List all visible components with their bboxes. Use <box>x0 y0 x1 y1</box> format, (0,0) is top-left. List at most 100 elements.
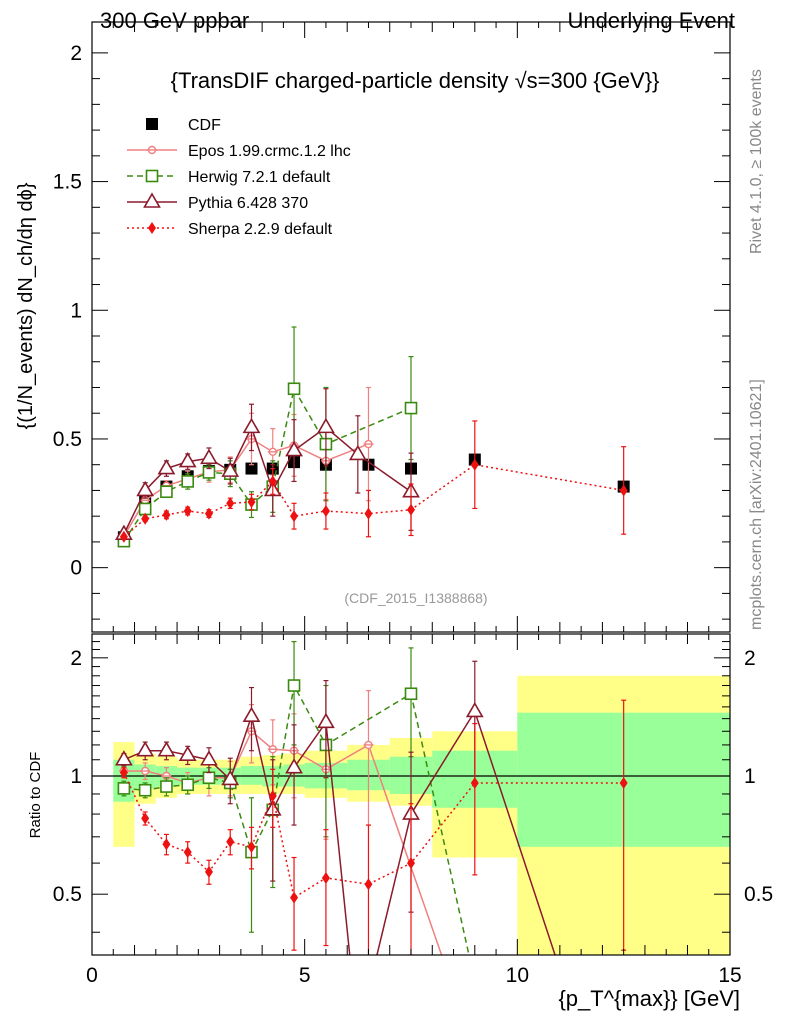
legend-marker <box>143 192 161 208</box>
y-tick-label: 1 <box>70 299 82 322</box>
legend-marker-cdf <box>146 118 158 130</box>
series-4-ratio-point <box>141 812 150 825</box>
mcplots-label: mcplots.cern.ch [arXiv:2401.10621] <box>748 379 765 630</box>
series-3-main-point <box>221 461 240 477</box>
legend-label: CDF <box>188 117 221 134</box>
series-2-ratio-point <box>160 780 173 793</box>
series-3-ratio-point <box>221 769 240 786</box>
legend-label: Pythia 6.428 370 <box>188 195 308 212</box>
y-tick-label: 2 <box>70 42 82 65</box>
series-3-main-point <box>285 440 303 457</box>
series-4-main-point <box>226 497 235 510</box>
series-4-main-point <box>119 530 128 543</box>
series-4-main-point <box>141 512 150 525</box>
series-4-ratio-point <box>321 871 330 884</box>
series-3-main-point <box>178 452 197 468</box>
series-4-ratio-point <box>162 838 171 851</box>
series-3-ratio-point <box>157 741 176 757</box>
legend-marker <box>148 222 156 234</box>
series-2-main-point <box>404 401 418 415</box>
series-3-main-point <box>136 480 155 497</box>
series-4-main-point <box>619 484 628 497</box>
series-2-ratio-line <box>123 683 470 955</box>
axes: 0 5 10 15 0 0.5 1 1.5 2 0.5 0.5 1 1 2 2 <box>53 21 773 987</box>
series-3-ratio-point <box>178 745 197 761</box>
series-4-main-point <box>204 507 213 520</box>
series-3-main-point <box>157 458 176 475</box>
ratio-y-axis-label: Ratio to CDF <box>27 752 44 839</box>
series-2-ratio-point <box>202 771 216 785</box>
y-tick-label: 0.5 <box>53 428 82 451</box>
series-2-ratio-point <box>404 687 418 701</box>
series-4-ratio-point <box>470 776 479 789</box>
series-2-main-point <box>287 382 301 396</box>
x-tick-label: 5 <box>299 964 311 987</box>
main-panel-series <box>115 326 630 548</box>
series-3-ratio-point <box>465 701 484 718</box>
series-2-ratio-point <box>117 782 131 795</box>
x-tick-label: 0 <box>86 964 98 987</box>
series-3-ratio-point <box>317 712 335 729</box>
series-4-main-point <box>321 505 330 518</box>
ratio-y-tick-label-left: 2 <box>70 647 82 670</box>
series-4-ratio-point <box>619 776 628 789</box>
series-4-main-point <box>183 505 192 518</box>
series-4-ratio-point <box>247 840 256 853</box>
ratio-y-tick-label-right: 0.5 <box>744 883 773 906</box>
ratio-y-tick-label-left: 0.5 <box>53 883 82 906</box>
header-right: Underlying Event <box>567 8 735 33</box>
series-4-main-point <box>470 458 479 471</box>
series-3-main-point <box>348 444 367 461</box>
legend-marker <box>145 169 159 183</box>
series-4-ratio-line <box>123 772 624 899</box>
cdf-point <box>245 462 258 475</box>
series-4-ratio-point <box>364 878 373 891</box>
legend-label: Sherpa 2.2.9 default <box>188 221 333 238</box>
ratio-panel-series <box>115 640 628 955</box>
series-4-main-point <box>162 508 171 521</box>
chart-title: {TransDIF charged-particle density √s=30… <box>171 68 660 93</box>
series-4-ratio-point <box>119 766 128 779</box>
header-left: 300 GeV ppbar <box>100 8 249 33</box>
x-tick-label: 10 <box>506 964 529 987</box>
ratio-y-tick-label-right: 2 <box>744 647 756 670</box>
series-4-ratio-point <box>290 891 299 904</box>
series-3-main-point <box>200 448 218 465</box>
series-4-main-point <box>268 475 277 488</box>
analysis-watermark: (CDF_2015_I1388868) <box>344 590 487 606</box>
x-axis-label: {p_T^{max}} [GeV] <box>558 986 740 1011</box>
series-3-ratio-point <box>285 758 303 774</box>
series-4-ratio-point <box>204 865 213 878</box>
main-frame <box>91 21 731 633</box>
series-2-main-point <box>160 485 173 499</box>
legend: CDF Epos 1.99.crmc.1.2 lhc Herwig 7.2.1 de… <box>127 117 351 238</box>
series-3-ratio-point <box>115 750 133 766</box>
series-4-ratio-point <box>268 789 277 802</box>
series-2-main-point <box>181 475 194 488</box>
legend-label: Herwig 7.2.1 default <box>188 169 331 186</box>
rivet-label: Rivet 4.1.0, ≥ 100k events <box>748 69 765 254</box>
series-3-ratio-point <box>136 741 155 757</box>
series-3-main-point <box>242 417 261 434</box>
legend-label: Epos 1.99.crmc.1.2 lhc <box>188 143 351 160</box>
series-2-ratio-point <box>138 783 152 797</box>
series-4-main-point <box>290 510 299 523</box>
x-tick-label: 15 <box>718 964 741 987</box>
series-3-ratio-point <box>200 750 218 766</box>
y-tick-label: 0 <box>70 557 82 580</box>
ratio-y-tick-label-left: 1 <box>70 765 82 788</box>
ratio-y-tick-label-right: 1 <box>744 765 756 788</box>
series-4-main-point <box>407 503 415 516</box>
main-y-axis-label: {(1/N_events) dN_ch/dη dϕ} <box>15 182 37 429</box>
series-3-main-point <box>317 417 335 434</box>
series-4-main-point <box>247 496 256 509</box>
series-2-ratio-point <box>181 778 194 792</box>
series-4-ratio-point <box>183 846 192 859</box>
series-4-ratio-point <box>226 835 235 848</box>
series-3-ratio-point <box>242 706 261 723</box>
series-4-main-point <box>364 507 373 520</box>
series-4-ratio-point <box>407 857 415 870</box>
series-2-ratio-point <box>287 679 301 692</box>
y-tick-label: 1.5 <box>53 171 82 194</box>
